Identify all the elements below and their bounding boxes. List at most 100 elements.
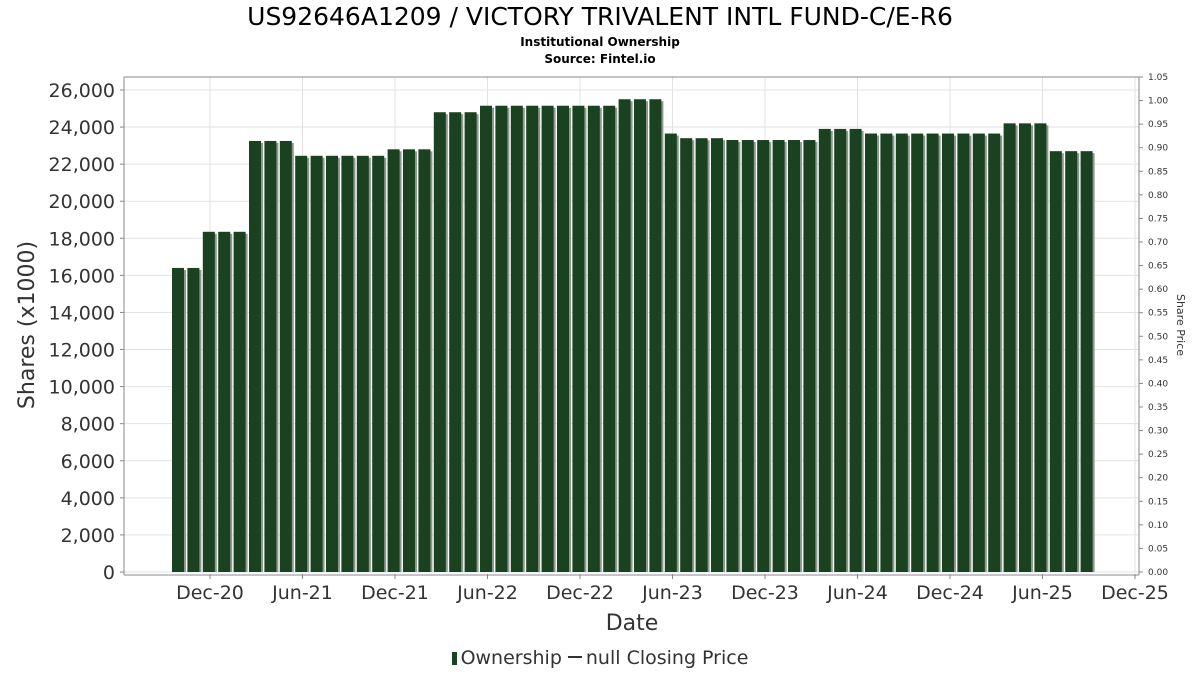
ownership-legend-swatch — [451, 652, 457, 665]
y-tick-label: 20,000 — [49, 191, 115, 213]
bar — [634, 99, 646, 572]
bar — [480, 105, 492, 572]
x-tick-label: Dec-25 — [1101, 582, 1169, 604]
bar — [618, 99, 631, 572]
x-tick-label: Jun-25 — [1011, 582, 1073, 604]
y2-tick-label: 0.75 — [1148, 214, 1168, 224]
y-tick-label: 0 — [103, 562, 115, 584]
bar — [1080, 151, 1093, 573]
y2-tick-label: 0.90 — [1148, 144, 1168, 154]
bar — [202, 231, 215, 572]
y2-tick-label: 0.35 — [1148, 403, 1168, 413]
y-tick-label: 22,000 — [49, 154, 115, 176]
bar — [464, 112, 477, 572]
bar — [249, 140, 261, 572]
y-tick-label: 26,000 — [49, 80, 115, 102]
bar — [557, 105, 569, 572]
y2-tick-label: 0.00 — [1148, 568, 1168, 578]
bar — [495, 105, 508, 572]
bar — [741, 140, 754, 573]
bar — [387, 149, 400, 572]
bar — [1065, 151, 1078, 573]
bar — [187, 267, 200, 572]
x-tick-label: Dec-24 — [916, 582, 984, 604]
x-tick-label: Dec-21 — [361, 582, 429, 604]
y-tick-label: 18,000 — [49, 228, 115, 250]
bar — [603, 105, 616, 572]
bar — [372, 155, 385, 573]
bar — [356, 155, 369, 573]
y-tick-label: 14,000 — [49, 302, 115, 324]
bar — [1049, 151, 1062, 573]
y2-tick-label: 0.15 — [1148, 497, 1168, 507]
y-tick-label: 12,000 — [49, 340, 115, 362]
bar — [664, 133, 677, 573]
y2-tick-label: 0.40 — [1148, 379, 1168, 389]
y2-tick-label: 0.20 — [1148, 474, 1168, 484]
chart-legend: Ownership null Closing Price — [0, 647, 1200, 669]
bar — [772, 140, 785, 573]
bar — [818, 128, 831, 573]
y2-tick-label: 0.80 — [1148, 191, 1168, 201]
y2-tick-label: 0.05 — [1148, 544, 1168, 554]
chart-subtitle: Institutional Ownership — [520, 35, 680, 49]
bar — [757, 140, 770, 573]
x-tick-label: Jun-22 — [456, 582, 518, 604]
y-tick-label: 24,000 — [49, 117, 115, 139]
y-tick-label: 2,000 — [61, 525, 115, 547]
bar — [218, 231, 231, 572]
bar — [834, 128, 847, 573]
y-tick-label: 8,000 — [61, 414, 115, 436]
x-tick-label: Jun-21 — [271, 582, 333, 604]
chart-title: US92646A1209 / VICTORY TRIVALENT INTL FU… — [247, 2, 953, 31]
y2-tick-label: 0.30 — [1148, 427, 1168, 437]
y2-axis-label: Share Price — [1174, 294, 1187, 356]
x-tick-label: Dec-23 — [731, 582, 799, 604]
y2-tick-label: 0.55 — [1148, 309, 1168, 319]
bar — [172, 267, 184, 572]
bar — [988, 133, 1001, 573]
bar — [926, 133, 939, 573]
bar — [649, 99, 662, 572]
bar — [849, 128, 862, 573]
y2-tick-label: 1.00 — [1148, 97, 1168, 107]
price-legend-line — [567, 656, 582, 658]
bar — [911, 133, 924, 573]
bar — [788, 140, 800, 573]
bar — [587, 105, 600, 572]
bar — [695, 138, 708, 572]
y-tick-label: 6,000 — [61, 451, 115, 473]
y2-tick-label: 0.70 — [1148, 238, 1168, 248]
bar — [972, 133, 985, 573]
bar — [1003, 123, 1016, 572]
y-tick-label: 4,000 — [61, 488, 115, 510]
bar — [418, 149, 431, 572]
bar — [942, 133, 954, 573]
y-axis-label: Shares (x1000) — [15, 241, 40, 409]
x-tick-label: Jun-23 — [641, 582, 703, 604]
x-tick-label: Jun-24 — [826, 582, 888, 604]
bar — [403, 149, 415, 572]
bar — [1019, 123, 1031, 572]
y2-tick-label: 0.95 — [1148, 120, 1168, 130]
y2-tick-label: 0.60 — [1148, 285, 1168, 295]
bar — [880, 133, 893, 573]
chart-source: Source: Fintel.io — [544, 52, 656, 66]
bar — [541, 105, 554, 572]
bar — [895, 133, 908, 573]
legend-price-label: null Closing Price — [585, 647, 749, 669]
bar — [295, 155, 308, 573]
bar — [711, 138, 723, 572]
y2-tick-label: 0.85 — [1148, 167, 1168, 177]
y2-tick-label: 0.50 — [1148, 332, 1168, 342]
bar — [326, 155, 338, 573]
x-tick-label: Dec-20 — [176, 582, 244, 604]
y2-tick-label: 1.05 — [1148, 73, 1168, 83]
bar — [865, 133, 877, 573]
x-tick-label: Dec-22 — [546, 582, 614, 604]
bar — [310, 155, 323, 573]
bar — [803, 140, 816, 573]
bar — [279, 140, 292, 572]
bar — [341, 155, 354, 573]
